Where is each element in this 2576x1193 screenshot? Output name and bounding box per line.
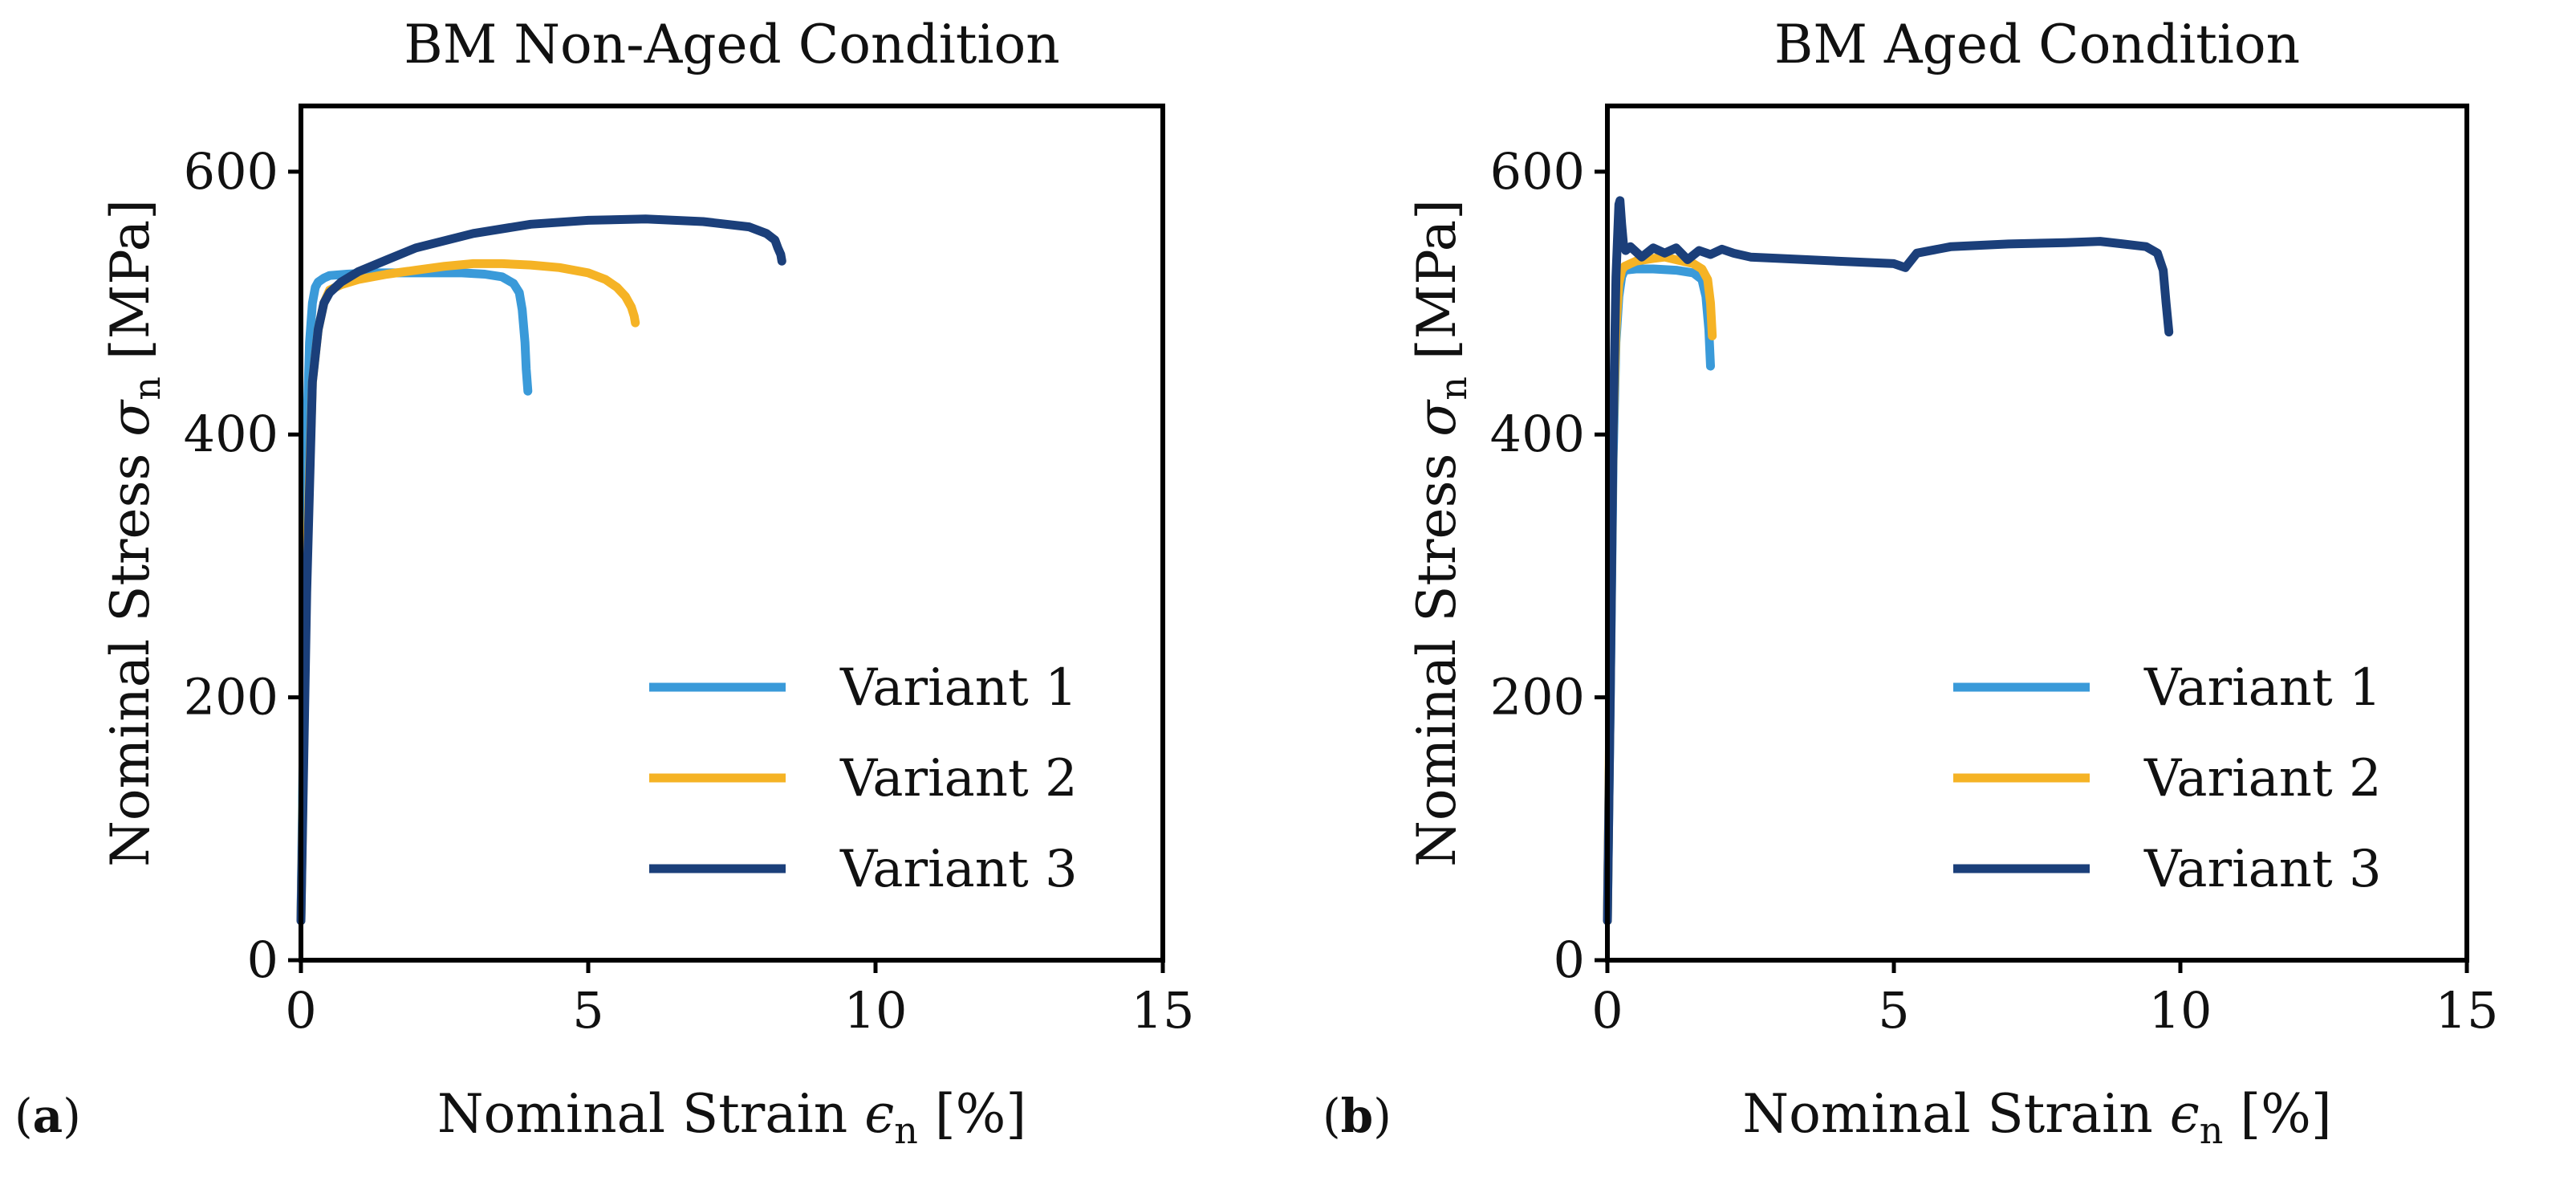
chart-title: BM Non-Aged Condition [404,14,1060,75]
axes-frame [299,104,1165,963]
y-axis-label-text: Nominal Stress [100,454,161,867]
y-tick-label: 200 [184,668,278,727]
y-tick-label: 0 [1554,930,1585,989]
y-tick-label: 400 [184,405,278,463]
panel-label-letter: a [33,1089,63,1143]
y-tick-label: 400 [1490,405,1585,463]
panel-label-letter: b [1341,1089,1374,1143]
y-axis-symbol: σ [1406,399,1468,437]
y-axis-label-text: Nominal Stress [1406,454,1468,867]
y-axis-subscript: n [1432,377,1475,401]
panel-a: BM Non-Aged Condition 0 5 10 15 0 200 400 600 Nom… [14,14,1194,1152]
x-tick-label: 10 [844,981,908,1040]
x-tick-label: 10 [2149,981,2212,1040]
legend-label-variant-2: Variant 2 [839,749,1078,808]
y-axis-unit: [MPa] [1406,199,1468,377]
legend-label-variant-1: Variant 1 [839,658,1078,718]
x-axis-symbol: ϵ [864,1083,894,1145]
y-tick-label: 600 [1490,142,1585,201]
panel-b: BM Aged Condition 0 5 10 15 0 200 400 600 Nominal… [1323,14,2498,1152]
chart-title: BM Aged Condition [1774,14,2300,75]
series-line-variant-3 [296,214,786,926]
y-tick-label: 0 [247,930,278,989]
legend: Variant 1 Variant 2 Variant 3 [649,658,1078,899]
x-axis-label: Nominal Strain ϵn [%] [1742,1083,2331,1152]
y-tick-label: 600 [184,142,278,201]
y-axis-label: Nominal Stress σn [MPa] [1406,199,1475,867]
x-tick-label: 0 [1591,981,1623,1040]
panel-label: (a) [14,1089,81,1143]
y-axis-symbol: σ [100,399,161,437]
legend-label-variant-3: Variant 3 [839,840,1078,899]
x-axis-symbol: ϵ [2170,1083,2200,1145]
y-axis-subscript: n [125,377,169,401]
x-axis-label-text: Nominal Strain [437,1083,847,1145]
legend: Variant 1 Variant 2 Variant 3 [1953,658,2382,899]
x-axis-label-text: Nominal Strain [1742,1083,2152,1145]
y-axis-unit: [MPa] [100,199,161,377]
legend-label-variant-3: Variant 3 [2143,840,2382,899]
x-tick-label: 15 [2436,981,2499,1040]
x-tick-label: 0 [285,981,316,1040]
x-tick-label: 15 [1132,981,1195,1040]
legend-label-variant-1: Variant 1 [2143,658,2382,718]
x-axis-unit: [%] [918,1083,1026,1145]
x-tick-label: 5 [572,981,603,1040]
x-axis-unit: [%] [2223,1083,2331,1145]
axes-frame [1605,104,2469,963]
y-tick-label: 200 [1490,668,1585,727]
series-line-variant-3 [1603,196,2174,926]
x-tick-label: 5 [1878,981,1909,1040]
panel-label: (b) [1323,1089,1392,1143]
x-axis-label: Nominal Strain ϵn [%] [437,1083,1026,1152]
legend-label-variant-2: Variant 2 [2143,749,2382,808]
x-axis-subscript: n [2200,1109,2224,1152]
y-axis-label: Nominal Stress σn [MPa] [100,199,169,867]
x-axis-subscript: n [894,1109,918,1152]
